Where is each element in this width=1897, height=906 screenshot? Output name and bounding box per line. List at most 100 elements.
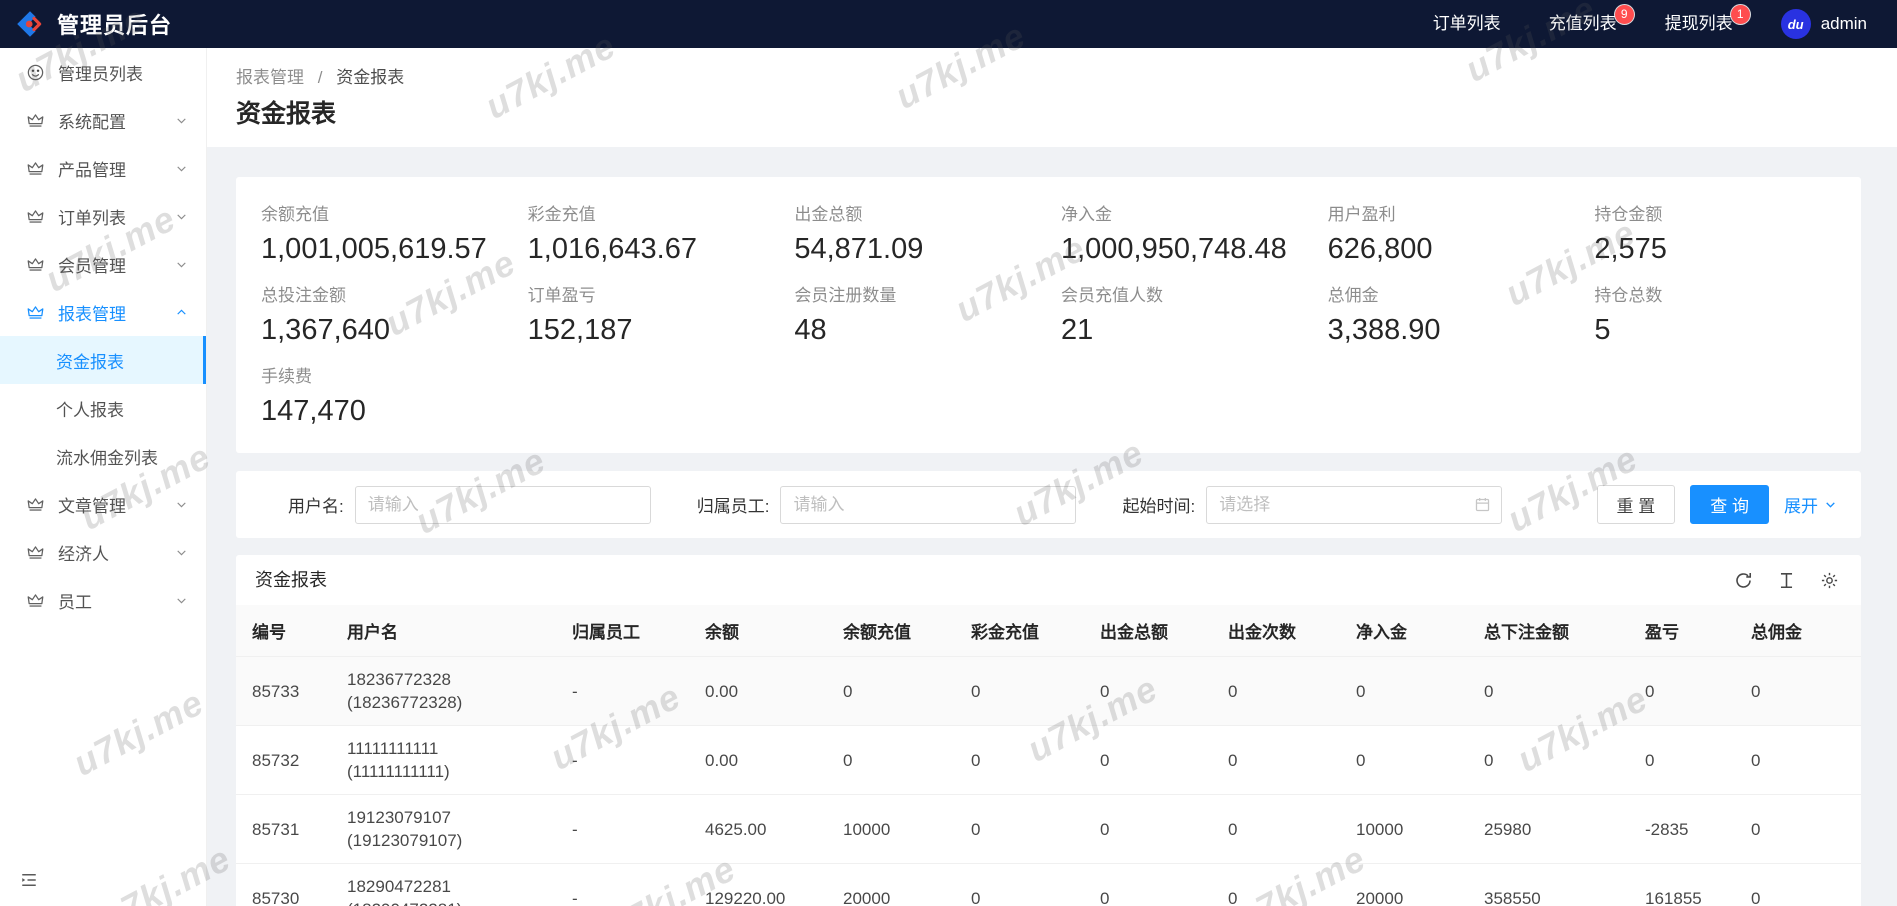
table-cell: 0 xyxy=(1735,656,1861,726)
table-cell: - xyxy=(556,725,689,795)
top-bar: 管理员后台 订单列表 充值列表 9 提现列表 1 du admin xyxy=(0,0,1897,48)
start-time-picker[interactable] xyxy=(1206,485,1503,524)
sidebar-item-label: 经济人 xyxy=(58,544,109,564)
sidebar-item-label: 员工 xyxy=(58,592,92,612)
username-filter: 用户名: xyxy=(288,485,651,524)
username-value: 11111111111 xyxy=(347,739,439,758)
chevron-down-icon xyxy=(175,162,188,175)
sidebar-item-label: 管理员列表 xyxy=(58,64,143,84)
stat-label: 总佣金 xyxy=(1327,286,1379,305)
username: admin xyxy=(1820,14,1867,33)
crown-icon xyxy=(26,543,45,562)
table-cell: 0 xyxy=(827,725,955,795)
top-nav-label: 充值列表 xyxy=(1548,14,1617,33)
table-row[interactable]: 85731 19123079107 (19123079107) -4625.00 100… xyxy=(236,794,1861,864)
top-nav-label: 提现列表 xyxy=(1664,14,1733,33)
breadcrumb-fund-report: 资金报表 xyxy=(336,68,405,87)
fund-report-table-card: 资金报表 xyxy=(236,555,1861,906)
sidebar-item-report-management[interactable]: 报表管理 xyxy=(0,288,206,336)
username-filter-input[interactable] xyxy=(354,485,651,524)
crown-icon xyxy=(26,495,45,514)
sidebar-collapse-button[interactable] xyxy=(20,871,38,894)
table-cell: 10000 xyxy=(1340,794,1468,864)
smile-icon xyxy=(26,63,45,82)
sidebar-item-order-list[interactable]: 订单列表 xyxy=(0,192,206,240)
stat-value: 5 xyxy=(1594,314,1611,346)
settings-icon[interactable] xyxy=(1820,571,1839,590)
table-cell: 0 xyxy=(1340,656,1468,726)
sidebar-item-label: 文章管理 xyxy=(58,496,126,516)
sidebar-item-staff[interactable]: 员工 xyxy=(0,576,206,624)
top-nav-label: 订单列表 xyxy=(1432,14,1501,33)
top-nav-withdraw-list[interactable]: 提现列表 1 xyxy=(1664,0,1750,48)
sidebar-item-product-management[interactable]: 产品管理 xyxy=(0,144,206,192)
stat-label: 订单盈亏 xyxy=(527,286,596,305)
sidebar-item-label: 会员管理 xyxy=(58,256,126,276)
logo[interactable]: 管理员后台 xyxy=(0,8,210,40)
top-nav-recharge-list[interactable]: 充值列表 9 xyxy=(1548,0,1634,48)
table-cell: 19123079107 (19123079107) xyxy=(331,794,556,864)
stat-label: 会员充值人数 xyxy=(1060,286,1163,305)
table-cell: 20000 xyxy=(827,863,955,906)
stat-column: 彩金充值 1,016,643.67 订单盈亏 152,187 xyxy=(528,204,795,428)
sidebar-item-article-management[interactable]: 文章管理 xyxy=(0,480,206,528)
table-row[interactable]: 85733 18236772328 (18236772328) -0.00 0 0 0 0 0 0… xyxy=(236,656,1861,726)
stat-column: 持仓金额 2,575 持仓总数 5 xyxy=(1594,204,1861,428)
breadcrumb-report-management[interactable]: 报表管理 xyxy=(236,68,304,87)
table-cell: 0 xyxy=(1212,794,1340,864)
stat-label: 余额充值 xyxy=(261,205,329,224)
reload-icon[interactable] xyxy=(1734,571,1753,590)
top-nav-order-list[interactable]: 订单列表 xyxy=(1433,0,1501,48)
table-cell: -2835 xyxy=(1629,794,1735,864)
sidebar-subitem-fund-report[interactable]: 资金报表 xyxy=(0,336,206,384)
table-cell: 20000 xyxy=(1340,863,1468,906)
sidebar-item-broker[interactable]: 经济人 xyxy=(0,528,206,576)
sidebar-subitem-commission-list[interactable]: 流水佣金列表 xyxy=(0,432,206,480)
table-cell: 0 xyxy=(1340,725,1468,795)
table-cell: 0 xyxy=(1212,725,1340,795)
chevron-down-icon xyxy=(175,258,188,271)
table-cell: 85731 xyxy=(236,794,331,864)
table-column-header: 彩金充值 xyxy=(955,605,1084,657)
sidebar-item-label: 系统配置 xyxy=(58,112,126,132)
user-menu[interactable]: du admin xyxy=(1780,9,1867,39)
reset-button[interactable]: 重 置 xyxy=(1596,485,1676,524)
table-row[interactable]: 85732 11111111111 (11111111111) -0.00 0 0 0 0 0 0… xyxy=(236,725,1861,795)
table-column-header: 余额 xyxy=(689,605,827,657)
sidebar-item-member-management[interactable]: 会员管理 xyxy=(0,240,206,288)
stat-value: 626,800 xyxy=(1327,233,1433,265)
table-cell: 0 xyxy=(1629,656,1735,726)
sidebar-item-admin-list[interactable]: 管理员列表 xyxy=(0,48,206,96)
stat-label: 出金总额 xyxy=(794,205,863,224)
table-column-header: 盈亏 xyxy=(1629,605,1735,657)
chevron-down-icon xyxy=(175,546,188,559)
sidebar-item-system-config[interactable]: 系统配置 xyxy=(0,96,206,144)
stat-label: 彩金充值 xyxy=(527,205,596,224)
stats-card: 余额充值 1,001,005,619.57 总投注金额 1,367,640 手续费 147… xyxy=(236,177,1861,453)
search-button[interactable]: 查 询 xyxy=(1690,485,1769,524)
sidebar-subitem-label: 流水佣金列表 xyxy=(56,448,158,468)
table-column-header: 出金次数 xyxy=(1212,605,1340,657)
sidebar-subitem-label: 资金报表 xyxy=(56,352,124,372)
stat-value: 152,187 xyxy=(527,314,633,346)
crown-icon xyxy=(26,159,45,178)
filter-actions: 重 置 查 询 展开 xyxy=(1596,485,1837,524)
stat-value: 21 xyxy=(1060,314,1094,346)
table-cell: - xyxy=(556,863,689,906)
sidebar-subitem-personal-report[interactable]: 个人报表 xyxy=(0,384,206,432)
table-cell: 0 xyxy=(1629,725,1735,795)
staff-filter-input[interactable] xyxy=(780,485,1077,524)
sidebar-item-label: 订单列表 xyxy=(58,208,126,228)
table-cell: 0 xyxy=(1212,863,1340,906)
fund-report-table: 编号 用户名 归属员工 余额 余额充值 彩金充值 出金总额 出金次数 净入金 总下注金额 盈亏 总佣金… xyxy=(236,605,1861,906)
expand-toggle[interactable]: 展开 xyxy=(1784,492,1837,517)
chevron-down-icon xyxy=(175,210,188,223)
stat-column: 用户盈利 626,800 总佣金 3,388.90 xyxy=(1328,204,1595,428)
table-column-header: 净入金 xyxy=(1340,605,1468,657)
top-nav: 订单列表 充值列表 9 提现列表 1 du admin xyxy=(1433,0,1897,48)
table-cell: 0 xyxy=(1084,863,1212,906)
density-icon[interactable] xyxy=(1777,571,1796,590)
username-value: 18236772328 xyxy=(347,670,452,689)
table-row[interactable]: 8573018290472281(18290472281)-129220.002… xyxy=(236,863,1861,906)
stat-value: 2,575 xyxy=(1594,233,1667,265)
